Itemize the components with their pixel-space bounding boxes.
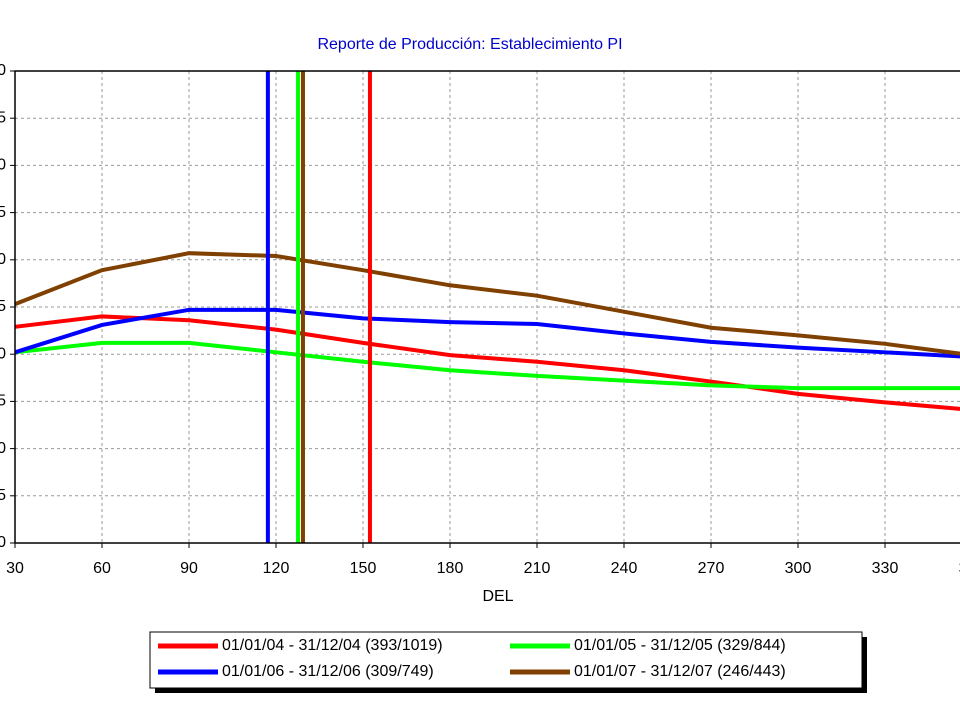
x-tick-label: 90 <box>180 560 198 577</box>
x-tick-label: 120 <box>263 560 290 577</box>
x-tick-label: 60 <box>93 560 111 577</box>
y-tick-label: 5 <box>0 487 6 504</box>
x-axis-label: DEL <box>482 588 513 605</box>
legend-label: 01/01/05 - 31/12/05 (329/844) <box>574 637 786 654</box>
x-tick-label: 180 <box>437 560 464 577</box>
x-tick-label: 330 <box>872 560 899 577</box>
series-line <box>14 307 960 359</box>
x-tick-label: 270 <box>698 560 725 577</box>
y-tick-label: 40 <box>0 157 6 174</box>
legend-label: 01/01/04 - 31/12/04 (393/1019) <box>222 637 443 654</box>
legend-label: 01/01/06 - 31/12/06 (309/749) <box>222 663 434 680</box>
x-tick-label: 210 <box>524 560 551 577</box>
chart-title: Reporte de Producción: Establecimiento P… <box>317 36 622 53</box>
y-tick-label: 50 <box>0 62 6 79</box>
plot-area <box>15 71 960 543</box>
series-line <box>14 314 960 411</box>
x-tick-label: 30 <box>6 560 24 577</box>
y-tick-label: 45 <box>0 109 6 126</box>
y-tick-label: 35 <box>0 204 6 221</box>
x-tick-label: 150 <box>350 560 377 577</box>
series-line <box>14 251 960 356</box>
legend <box>149 631 863 689</box>
plot-border <box>14 70 960 544</box>
x-tick-label: 240 <box>611 560 638 577</box>
y-tick-label: 30 <box>0 251 6 268</box>
y-tick-label: 20 <box>0 345 6 362</box>
y-tick-label: 15 <box>0 393 6 410</box>
y-tick-label: 25 <box>0 298 6 315</box>
x-tick-label: 300 <box>785 560 812 577</box>
y-tick-label: 10 <box>0 440 6 457</box>
y-tick-label: 0 <box>0 534 6 551</box>
series-line <box>14 340 960 391</box>
legend-label: 01/01/07 - 31/12/07 (246/443) <box>574 663 786 680</box>
x-tick-label: 360 <box>959 560 960 577</box>
